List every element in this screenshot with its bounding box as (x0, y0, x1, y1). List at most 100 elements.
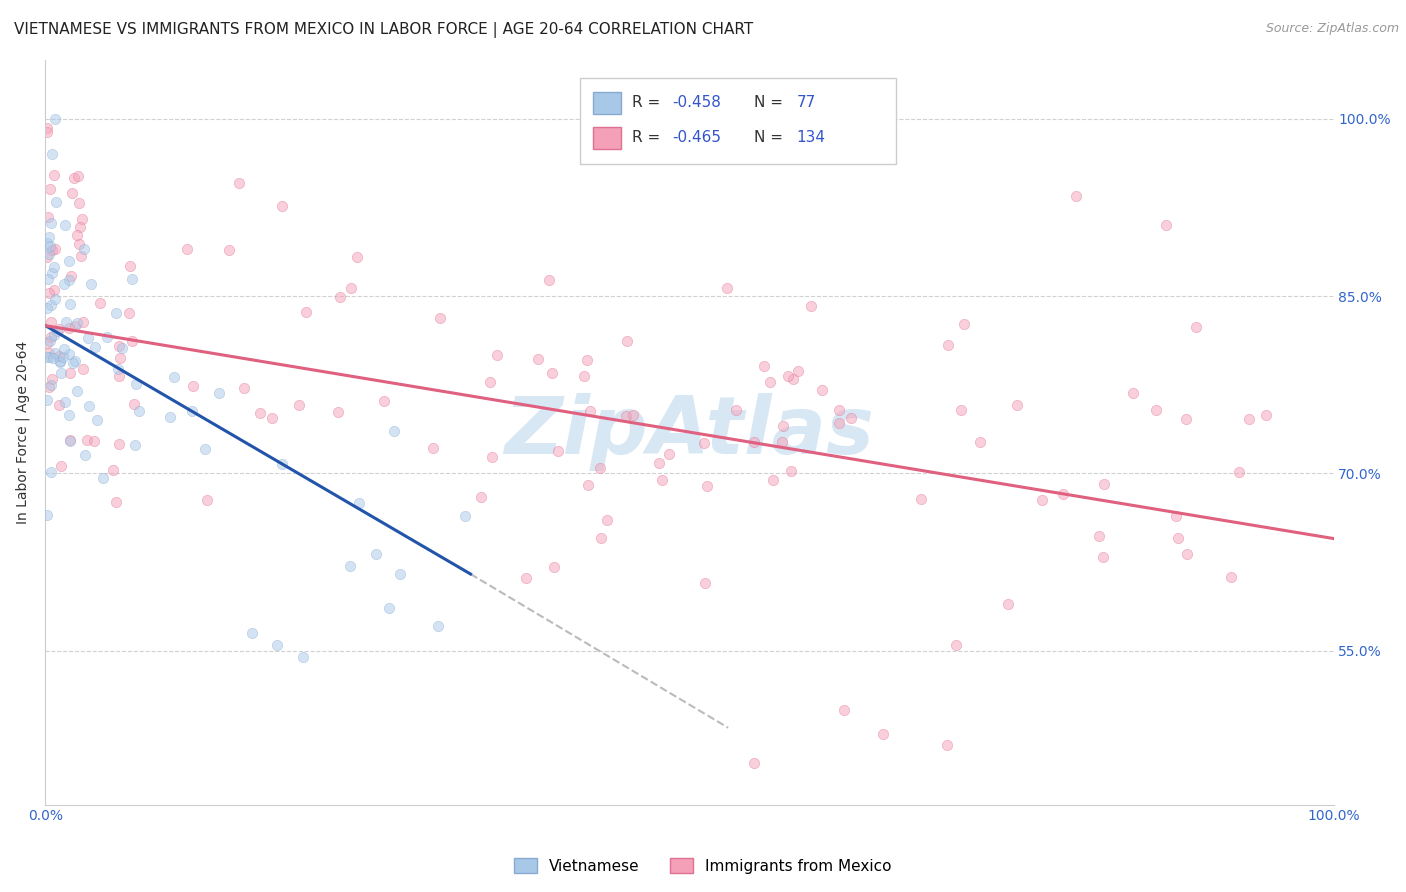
Text: N =: N = (754, 95, 787, 111)
Point (479, 375, 502, 389)
Point (39, 298, 62, 312)
Point (616, 334, 638, 348)
Point (752, 359, 775, 373)
Point (128, 404, 150, 418)
Point (481, 450, 503, 465)
Point (38, 351, 60, 365)
Point (578, 404, 600, 418)
Point (49, 353, 72, 368)
Point (39, 465, 62, 479)
Point (39, 216, 62, 230)
Point (69, 249, 91, 263)
Point (80, 277, 103, 291)
Point (969, 435, 991, 450)
Point (41, 147, 63, 161)
Point (66, 316, 89, 330)
Point (249, 406, 271, 420)
Point (1185, 320, 1208, 334)
Point (118, 306, 141, 320)
Point (194, 442, 217, 456)
Point (288, 398, 311, 412)
Point (945, 638, 967, 652)
Point (936, 338, 959, 352)
Point (108, 369, 131, 384)
Point (292, 649, 315, 664)
Point (347, 496, 370, 510)
Text: R =: R = (631, 95, 665, 111)
Point (786, 364, 808, 378)
Point (1154, 218, 1177, 232)
Point (827, 403, 849, 417)
Point (59, 434, 82, 448)
Point (118, 260, 141, 274)
Point (41, 266, 63, 280)
Point (429, 311, 451, 326)
Point (910, 491, 932, 506)
Point (470, 490, 492, 504)
Point (589, 531, 612, 545)
Point (366, 547, 388, 561)
Point (35, 508, 58, 522)
Point (76, 433, 98, 447)
Point (89, 296, 111, 310)
Point (1237, 412, 1260, 426)
Point (105, 306, 128, 320)
Point (515, 571, 537, 585)
Point (75, 448, 97, 462)
Point (44, 292, 66, 306)
Bar (593, 92, 621, 114)
Point (111, 341, 134, 355)
Point (41, 372, 63, 386)
Point (578, 478, 600, 492)
Point (772, 419, 794, 434)
Point (53, 342, 76, 356)
Point (329, 290, 352, 304)
Point (66, 169, 89, 183)
Point (758, 375, 780, 389)
Point (872, 726, 894, 740)
Point (60, 269, 83, 284)
Point (86, 412, 108, 426)
Point (828, 416, 851, 430)
Point (45, 194, 67, 209)
Point (543, 559, 565, 574)
Point (59, 433, 82, 447)
Point (44, 112, 66, 126)
Point (83, 340, 105, 354)
Point (696, 478, 718, 492)
Point (485, 348, 508, 362)
Point (695, 576, 717, 591)
Point (651, 473, 673, 487)
Point (1167, 531, 1189, 545)
Point (527, 351, 550, 366)
Point (35, 250, 58, 264)
Point (77, 331, 100, 345)
Bar (581, 78, 896, 164)
Point (240, 626, 263, 640)
Point (48, 398, 70, 412)
Point (66, 384, 89, 398)
Point (37, 210, 59, 224)
Point (232, 381, 254, 395)
Point (427, 618, 450, 632)
Point (207, 385, 229, 400)
Point (124, 438, 146, 452)
Point (39, 239, 62, 253)
Point (72, 361, 94, 376)
Point (35, 350, 58, 364)
Point (69, 219, 91, 234)
Point (44, 242, 66, 256)
Point (65, 318, 87, 333)
Point (63, 354, 86, 368)
Point (779, 464, 801, 478)
Point (260, 411, 283, 425)
Point (37, 272, 59, 286)
Point (388, 566, 411, 581)
Point (44, 328, 66, 343)
Bar (593, 127, 621, 149)
Point (59, 366, 82, 380)
Point (41, 244, 63, 258)
Text: N =: N = (754, 130, 787, 145)
Y-axis label: In Labor Force | Age 20-64: In Labor Force | Age 20-64 (15, 341, 30, 524)
Point (49, 366, 72, 380)
